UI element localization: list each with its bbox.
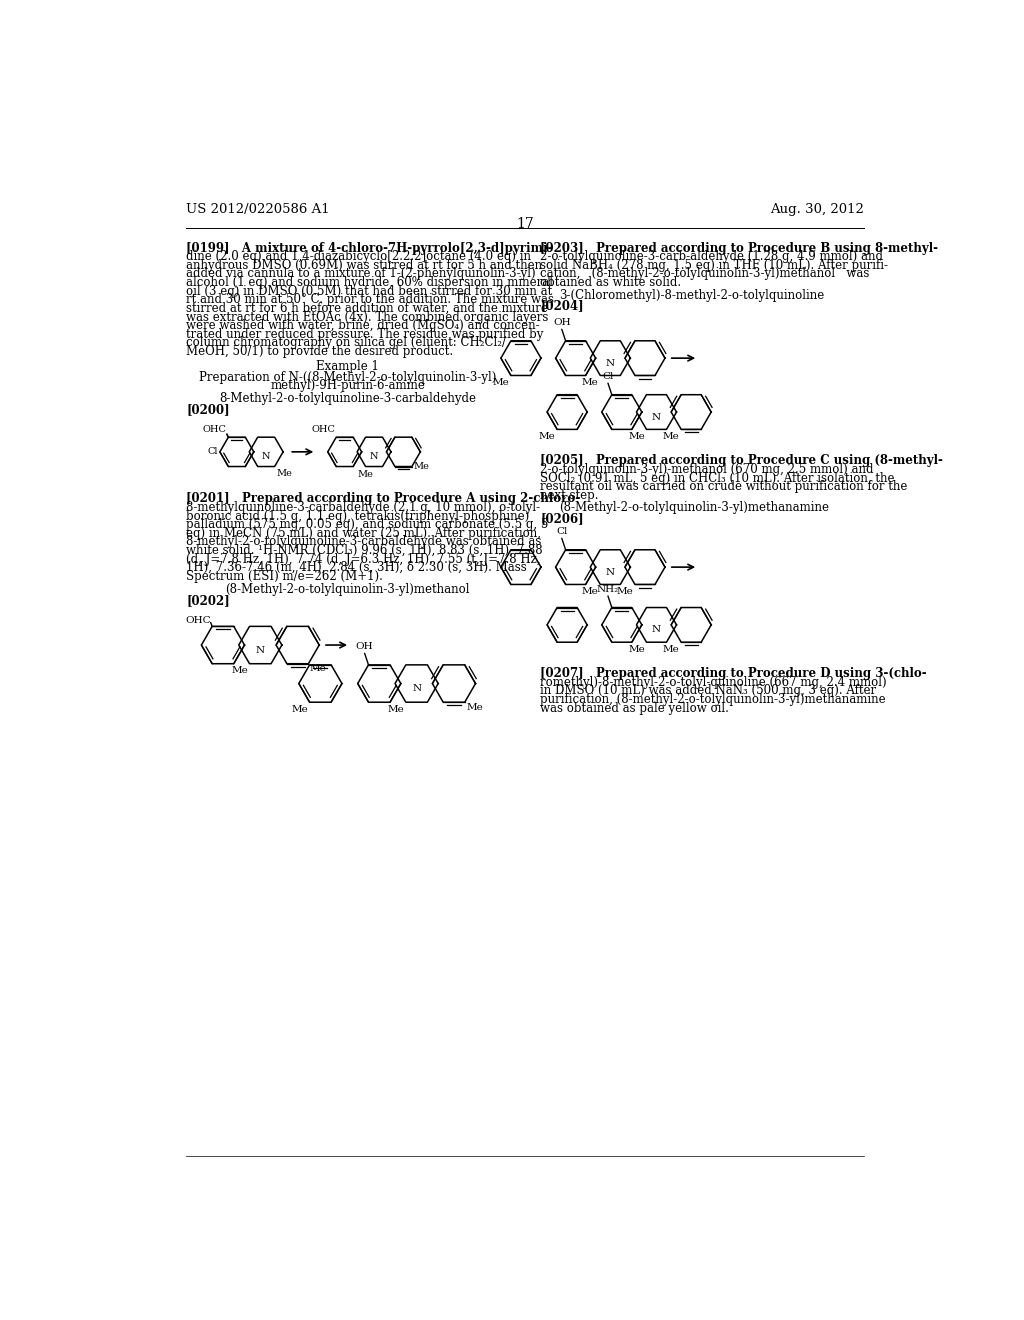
Text: N: N: [652, 413, 662, 421]
Text: (8-Methyl-2-o-tolylquinolin-3-yl)methanamine: (8-Methyl-2-o-tolylquinolin-3-yl)methana…: [559, 502, 829, 515]
Text: [0206]: [0206]: [541, 512, 584, 525]
Text: Me: Me: [582, 378, 599, 387]
Text: alcohol (1 eq) and sodium hydride, 60% dispersion in mineral: alcohol (1 eq) and sodium hydride, 60% d…: [186, 276, 553, 289]
Text: Spectrum (ESI) m/e=262 (M+1).: Spectrum (ESI) m/e=262 (M+1).: [186, 570, 383, 583]
Text: (8-Methyl-2-o-tolylquinolin-3-yl)methanol: (8-Methyl-2-o-tolylquinolin-3-yl)methano…: [225, 583, 470, 597]
Text: (d, J=7.8 Hz, 1H), 7.74 (d, J=6.3 Hz, 1H), 7.55 (t, J=7.8 Hz,: (d, J=7.8 Hz, 1H), 7.74 (d, J=6.3 Hz, 1H…: [186, 553, 541, 566]
Text: N: N: [606, 568, 614, 577]
Text: 8-Methyl-2-o-tolylquinoline-3-carbaldehyde: 8-Methyl-2-o-tolylquinoline-3-carbaldehy…: [219, 392, 476, 405]
Text: Me: Me: [582, 587, 599, 595]
Text: Me: Me: [357, 470, 374, 479]
Text: [0201]   Prepared according to Procedure A using 2-chloro-: [0201] Prepared according to Procedure A…: [186, 492, 581, 506]
Text: cation,   (8-methyl-2-o-tolylquinolin-3-yl)methanol   was: cation, (8-methyl-2-o-tolylquinolin-3-yl…: [541, 268, 869, 280]
Text: Me: Me: [628, 644, 645, 653]
Text: Me: Me: [628, 432, 645, 441]
Text: anhydrous DMSO (0.69M) was stirred at rt for 5 h and then: anhydrous DMSO (0.69M) was stirred at rt…: [186, 259, 542, 272]
Text: was extracted with EtOAc (4x). The combined organic layers: was extracted with EtOAc (4x). The combi…: [186, 310, 549, 323]
Text: romethyl)-8-methyl-2-o-tolyl-quinoline (667 mg, 2.4 mmol): romethyl)-8-methyl-2-o-tolyl-quinoline (…: [541, 676, 887, 689]
Text: 1H), 7.36-7.46 (m, 4H), 2.84 (s, 3H), δ 2.30 (s, 3H). Mass: 1H), 7.36-7.46 (m, 4H), 2.84 (s, 3H), δ …: [186, 561, 526, 574]
Text: Example 1: Example 1: [316, 360, 379, 372]
Text: solid NaBH₄ (278 mg, 1.5 eq) in THF (10 mL). After purifi-: solid NaBH₄ (278 mg, 1.5 eq) in THF (10 …: [541, 259, 888, 272]
Text: 17: 17: [516, 216, 534, 231]
Text: [0200]: [0200]: [186, 403, 229, 416]
Text: Me: Me: [387, 705, 404, 714]
Text: OH: OH: [553, 318, 570, 327]
Text: Me: Me: [539, 432, 556, 441]
Text: N: N: [256, 645, 265, 655]
Text: OH: OH: [355, 642, 374, 651]
Text: palladium (575 mg, 0.05 eq), and sodium carbonate (5.5 g, 5: palladium (575 mg, 0.05 eq), and sodium …: [186, 519, 549, 531]
Text: trated under reduced pressure. The residue was purified by: trated under reduced pressure. The resid…: [186, 327, 544, 341]
Text: purification, (8-methyl-2-o-tolylquinolin-3-yl)methanamine: purification, (8-methyl-2-o-tolylquinoli…: [541, 693, 886, 706]
Text: methyl)-9H-purin-6-amine: methyl)-9H-purin-6-amine: [270, 379, 425, 392]
Text: N: N: [606, 359, 614, 368]
Text: Me: Me: [466, 704, 483, 711]
Text: Cl: Cl: [602, 372, 613, 381]
Text: 8-methyl-2-o-tolylquinoline-3-carbaldehyde was obtained as: 8-methyl-2-o-tolylquinoline-3-carbaldehy…: [186, 536, 542, 548]
Text: white solid. ¹H-NMR (CDCl₃) 9.96 (s, 1H), 8.83 (s, 1H), 7.88: white solid. ¹H-NMR (CDCl₃) 9.96 (s, 1H)…: [186, 544, 543, 557]
Text: 3-(Chloromethyl)-8-methyl-2-o-tolylquinoline: 3-(Chloromethyl)-8-methyl-2-o-tolylquino…: [559, 289, 824, 301]
Text: obtained as white solid.: obtained as white solid.: [541, 276, 681, 289]
Text: N: N: [412, 685, 421, 693]
Text: OHC: OHC: [203, 425, 226, 434]
Text: resultant oil was carried on crude without purification for the: resultant oil was carried on crude witho…: [541, 480, 907, 494]
Text: US 2012/0220586 A1: US 2012/0220586 A1: [186, 203, 330, 216]
Text: Me: Me: [231, 667, 248, 675]
Text: Cl: Cl: [207, 447, 217, 457]
Text: OHC: OHC: [311, 425, 336, 434]
Text: 2-o-tolylquinolin-3-yl)-methanol (670 mg, 2.5 mmol) and: 2-o-tolylquinolin-3-yl)-methanol (670 mg…: [541, 463, 873, 477]
Text: Preparation of N-((8-Methyl-2-o-tolylquinolin-3-yl): Preparation of N-((8-Methyl-2-o-tolylqui…: [199, 371, 497, 384]
Text: Me: Me: [276, 469, 292, 478]
Text: [0202]: [0202]: [186, 594, 229, 607]
Text: Cl: Cl: [556, 527, 567, 536]
Text: NH₂: NH₂: [597, 585, 620, 594]
Text: 2-o-tolylquinoline-3-carb-aldehyde (1.28 g, 4.9 mmol) and: 2-o-tolylquinoline-3-carb-aldehyde (1.28…: [541, 251, 883, 263]
Text: Aug. 30, 2012: Aug. 30, 2012: [770, 203, 863, 216]
Text: in DMSO (10 mL) was added NaN₃ (500 mg, 3 eq). After: in DMSO (10 mL) was added NaN₃ (500 mg, …: [541, 685, 877, 697]
Text: rt and 30 min at 50° C. prior to the addition. The mixture was: rt and 30 min at 50° C. prior to the add…: [186, 293, 554, 306]
Text: Me: Me: [414, 462, 429, 471]
Text: Me: Me: [663, 432, 680, 441]
Text: Me: Me: [663, 644, 680, 653]
Text: Me: Me: [291, 705, 308, 714]
Text: MeOH, 50/1) to provide the desired product.: MeOH, 50/1) to provide the desired produ…: [186, 345, 454, 358]
Text: were washed with water, brine, dried (MgSO₄) and concen-: were washed with water, brine, dried (Mg…: [186, 319, 540, 333]
Text: boronic acid (1.5 g, 1.1 eq), tetrakis(triphenyl-phosphine): boronic acid (1.5 g, 1.1 eq), tetrakis(t…: [186, 510, 529, 523]
Text: N: N: [262, 453, 270, 462]
Text: oil (3 eq) in DMSO (0.5M) that had been stirred for 30 min at: oil (3 eq) in DMSO (0.5M) that had been …: [186, 285, 552, 298]
Text: [0199]   A mixture of 4-chloro-7H-pyrrolo[2,3-d]pyrimi-: [0199] A mixture of 4-chloro-7H-pyrrolo[…: [186, 242, 553, 255]
Text: Me: Me: [493, 378, 509, 387]
Text: column chromatography on silica gel (eluent: CH₂Cl₂/: column chromatography on silica gel (elu…: [186, 337, 506, 350]
Text: Me: Me: [310, 664, 327, 673]
Text: next step.: next step.: [541, 488, 599, 502]
Text: [0204]: [0204]: [541, 300, 584, 313]
Text: N: N: [370, 451, 378, 461]
Text: was obtained as pale yellow oil.: was obtained as pale yellow oil.: [541, 702, 729, 714]
Text: OHC: OHC: [185, 616, 211, 624]
Text: SOCl₂ (0.91 mL, 5 eq) in CHCl₃ (10 mL). After isolation, the: SOCl₂ (0.91 mL, 5 eq) in CHCl₃ (10 mL). …: [541, 471, 895, 484]
Text: Me: Me: [616, 587, 634, 595]
Text: [0205]   Prepared according to Procedure C using (8-methyl-: [0205] Prepared according to Procedure C…: [541, 454, 943, 467]
Text: [0203]   Prepared according to Procedure B using 8-methyl-: [0203] Prepared according to Procedure B…: [541, 242, 938, 255]
Text: N: N: [652, 626, 662, 635]
Text: stirred at rt for 6 h before addition of water, and the mixture: stirred at rt for 6 h before addition of…: [186, 302, 548, 315]
Text: eq) in MeCN (75 mL) and water (25 mL). After purification,: eq) in MeCN (75 mL) and water (25 mL). A…: [186, 527, 541, 540]
Text: dine (2.0 eq) and 1,4-diazabicyclo[2.2.2]octane (4.0 eq) in: dine (2.0 eq) and 1,4-diazabicyclo[2.2.2…: [186, 251, 531, 263]
Text: 8-methylquinoline-3-carbaldehyde (2.1 g, 10 mmol), o-tolyl-: 8-methylquinoline-3-carbaldehyde (2.1 g,…: [186, 500, 540, 513]
Text: added via cannula to a mixture of 1-(2-phenylquinolin-3-yl): added via cannula to a mixture of 1-(2-p…: [186, 268, 536, 280]
Text: [0207]   Prepared according to Procedure D using 3-(chlo-: [0207] Prepared according to Procedure D…: [541, 667, 927, 680]
